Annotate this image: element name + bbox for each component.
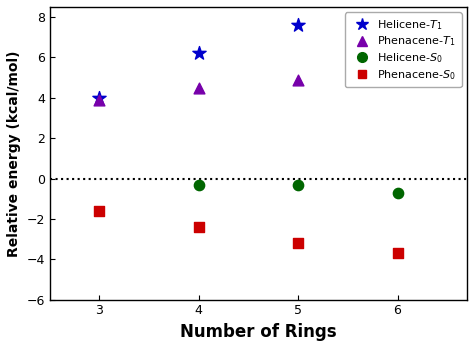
Point [195, 224, 202, 230]
X-axis label: Number of Rings: Number of Rings [180, 323, 337, 341]
Point [394, 30, 401, 36]
Point [294, 22, 302, 28]
Point [394, 251, 401, 256]
Point [195, 182, 202, 187]
Point [195, 50, 202, 56]
Legend: Helicene-$T_1$, Phenacene-$T_1$, Helicene-$S_0$, Phenacene-$S_0$: Helicene-$T_1$, Phenacene-$T_1$, Helicen… [345, 13, 462, 87]
Point [96, 97, 103, 103]
Point [96, 95, 103, 101]
Point [96, 208, 103, 214]
Point [294, 77, 302, 82]
Point [195, 85, 202, 90]
Point [394, 190, 401, 196]
Y-axis label: Relative energy (kcal/mol): Relative energy (kcal/mol) [7, 50, 21, 256]
Point [294, 240, 302, 246]
Point [394, 71, 401, 76]
Point [294, 182, 302, 187]
